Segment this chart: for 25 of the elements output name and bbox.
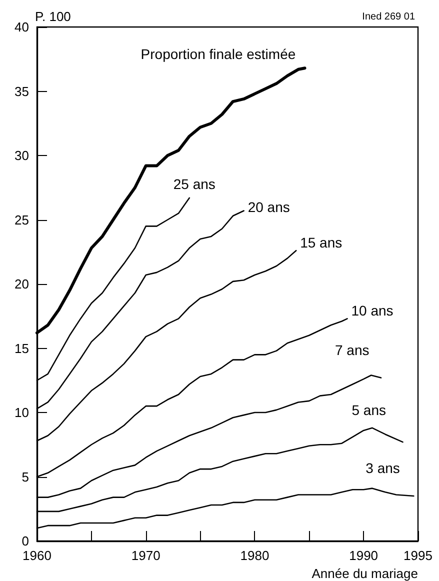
x-tick-label: 1960 (22, 548, 52, 563)
y-axis-title: P. 100 (35, 9, 71, 24)
x-tick-label: 1980 (240, 548, 270, 563)
x-tick-label: 1995 (404, 548, 432, 563)
y-tick-label: 0 (22, 534, 29, 548)
x-tick-label: 1990 (349, 548, 378, 563)
y-tick-label: 20 (14, 276, 29, 292)
series-label: 5 ans (352, 402, 386, 418)
series-label: Proportion finale estimée (140, 46, 296, 62)
series-label: 20 ans (248, 198, 290, 215)
y-tick-label: 25 (14, 212, 29, 228)
y-tick-label: 35 (14, 84, 29, 99)
series-label: 10 ans (351, 302, 394, 319)
series-label: 3 ans (366, 460, 400, 476)
y-tick-label: 5 (22, 469, 29, 484)
series-label: 7 ans (334, 342, 370, 358)
x-tick-label: 1970 (131, 548, 160, 563)
y-tick-label: 10 (14, 405, 29, 420)
text: Ined 269 01 (362, 12, 416, 22)
y-tick-label: 15 (14, 340, 29, 356)
series-label: 15 ans (300, 234, 342, 251)
y-tick-label: 30 (14, 148, 29, 163)
series-label: 25 ans (173, 176, 216, 192)
x-axis-title: Année du mariage (312, 566, 418, 581)
y-tick-label: 40 (14, 20, 29, 34)
